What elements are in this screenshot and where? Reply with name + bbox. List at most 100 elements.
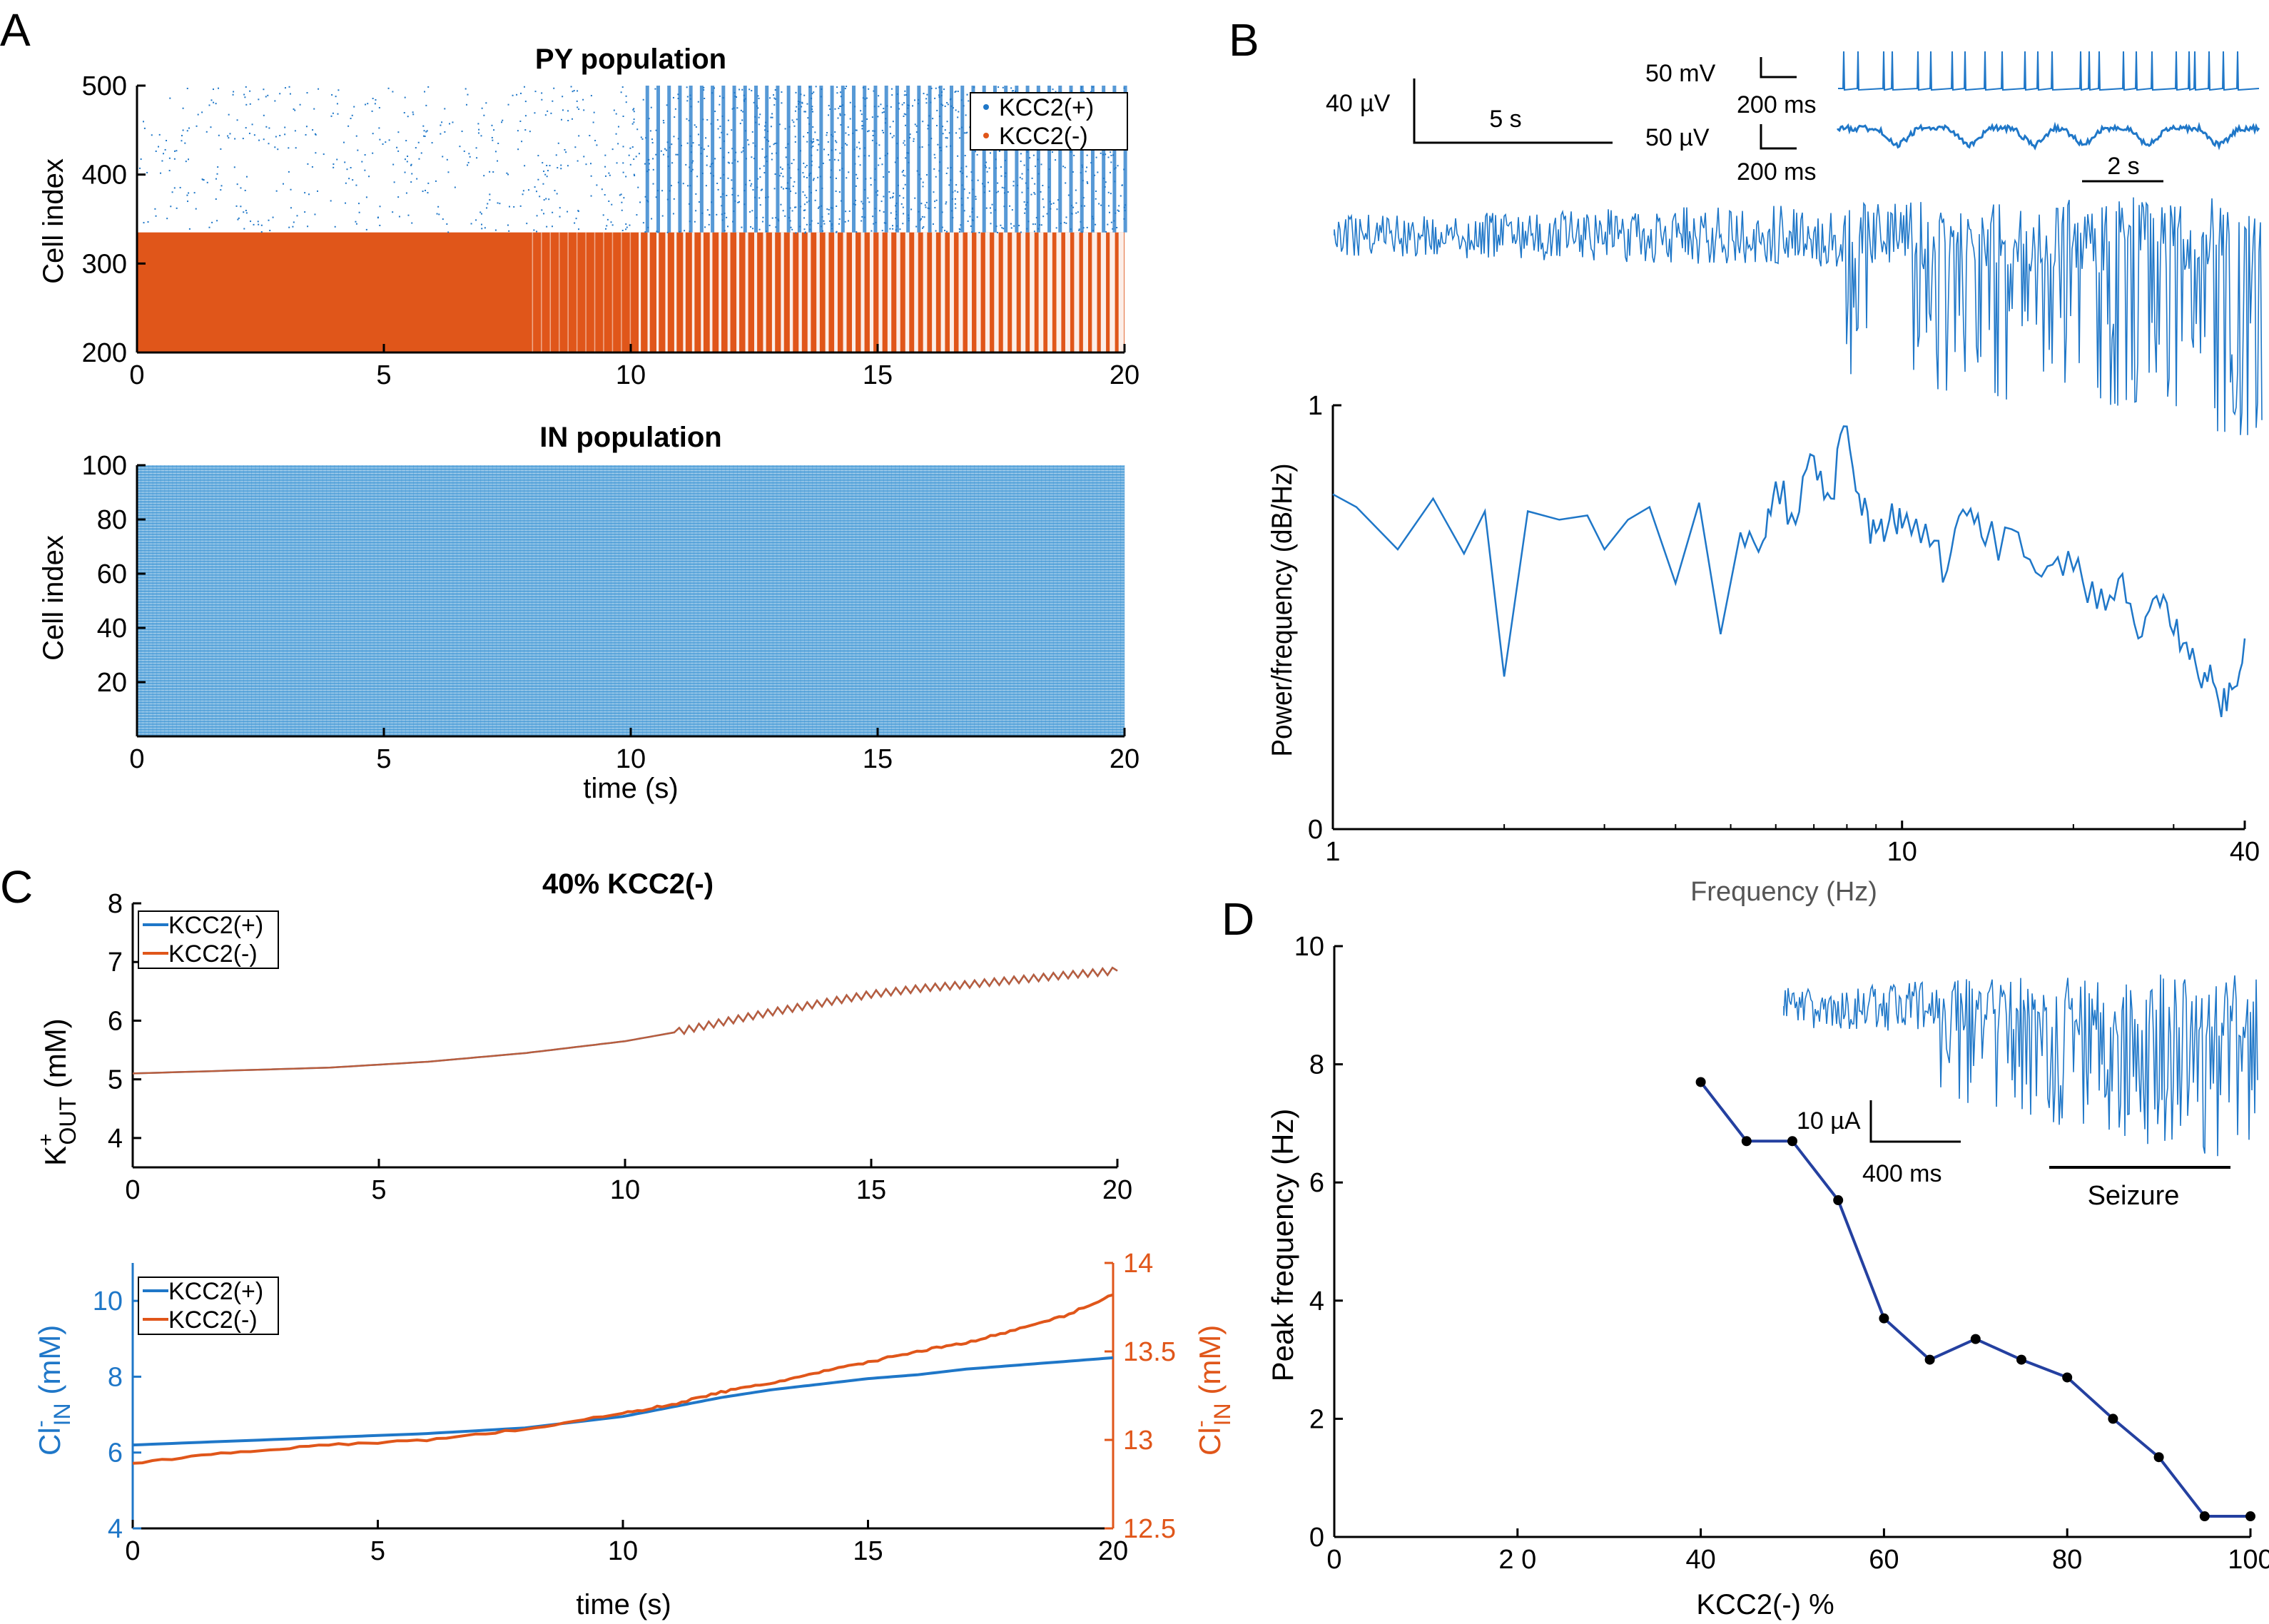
raster-dot-kcc2-plus	[764, 156, 766, 158]
raster-dot-kcc2-plus	[346, 168, 348, 171]
extracellular-trace	[1837, 121, 2260, 151]
raster-dot-kcc2-plus	[883, 211, 885, 213]
raster-gap	[656, 232, 659, 352]
raster-dot-kcc2-plus	[655, 129, 657, 131]
raster-dot-kcc2-plus	[492, 139, 494, 141]
raster-dot-kcc2-plus	[778, 123, 781, 126]
raster-dot-kcc2-plus	[1064, 166, 1066, 168]
raster-dot-kcc2-plus	[833, 158, 836, 161]
raster-dot-kcc2-plus	[873, 90, 875, 92]
raster-dot-kcc2-plus	[631, 123, 634, 125]
raster-dot-kcc2-plus	[392, 163, 395, 166]
cl-right-text: Cl-IN (mM)	[1189, 1325, 1235, 1456]
raster-dot-kcc2-plus	[826, 134, 828, 136]
raster-dot-kcc2-plus	[218, 134, 220, 136]
raster-dot-kcc2-plus	[497, 142, 499, 144]
b-scale-40-value: 40	[1326, 90, 1353, 117]
raster-dot-kcc2-plus	[872, 215, 874, 218]
raster-burst-kcc2-plus	[678, 86, 682, 233]
raster-dot-kcc2-plus	[815, 189, 817, 191]
raster-gap	[603, 232, 604, 352]
raster-dot-kcc2-plus	[816, 139, 818, 141]
raster-dot-kcc2-plus	[465, 103, 467, 106]
raster-dot-kcc2-plus	[507, 103, 509, 106]
raster-dot-kcc2-plus	[782, 176, 784, 178]
raster-dot-kcc2-plus	[970, 225, 972, 227]
raster-dot-kcc2-plus	[493, 129, 495, 131]
raster-dot-kcc2-plus	[654, 88, 656, 90]
raster-dot-kcc2-plus	[244, 96, 246, 98]
raster-dot-kcc2-plus	[795, 192, 797, 194]
raster-dot-kcc2-plus	[945, 137, 947, 139]
raster-dot-kcc2-plus	[828, 213, 830, 215]
cl-in-line-kcc2-plus	[132, 1356, 1114, 1447]
x-tick-label: 10	[616, 744, 646, 774]
raster-dot-kcc2-plus	[1073, 154, 1075, 156]
raster-dot-kcc2-plus	[794, 141, 796, 143]
raster-dot-kcc2-plus	[977, 179, 979, 181]
raster-dot-kcc2-plus	[878, 106, 880, 108]
raster-dot-kcc2-plus	[836, 86, 838, 88]
raster-dot-kcc2-plus	[323, 153, 325, 156]
raster-dot-kcc2-plus	[220, 185, 223, 187]
raster-dot-kcc2-plus	[398, 215, 400, 218]
raster-dot-kcc2-plus	[682, 183, 684, 185]
raster-dot-kcc2-plus	[519, 205, 522, 207]
raster-dot-kcc2-plus	[249, 90, 251, 92]
raster-dot-kcc2-plus	[629, 163, 631, 166]
raster-dot-kcc2-plus	[898, 108, 900, 110]
raster-dot-kcc2-plus	[1042, 185, 1044, 187]
x-tick-label: 15	[856, 1175, 886, 1205]
raster-dot-kcc2-plus	[803, 94, 806, 96]
raster-dot-kcc2-plus	[1021, 178, 1023, 180]
raster-dot-kcc2-plus	[791, 228, 793, 230]
raster-dot-kcc2-plus	[763, 165, 765, 167]
raster-gap	[967, 232, 973, 352]
raster-gap	[1074, 232, 1080, 352]
raster-dot-kcc2-plus	[791, 119, 793, 121]
raster-dot-kcc2-plus	[914, 197, 916, 199]
raster-dot-kcc2-plus	[861, 215, 863, 218]
raster-burst-kcc2-plus	[917, 86, 921, 233]
raster-dot-kcc2-plus	[485, 102, 487, 104]
raster-dot-kcc2-plus	[793, 125, 796, 127]
raster-dot-kcc2-plus	[817, 222, 819, 224]
raster-dot-kcc2-plus	[892, 121, 894, 123]
raster-dot-kcc2-plus	[671, 143, 673, 146]
raster-dot-kcc2-plus	[807, 131, 809, 133]
raster-dot-kcc2-plus	[675, 153, 677, 156]
x-tick-label: 5	[376, 744, 391, 774]
c-bottom-axes: 0 5 10 15 20 4 6 8 10 12.5 13 13.5 14	[93, 1249, 1176, 1566]
raster-dot-kcc2-plus	[921, 146, 923, 148]
raster-dot-kcc2-plus	[424, 91, 426, 93]
raster-dot-kcc2-plus	[188, 228, 191, 230]
raster-dot-kcc2-plus	[590, 195, 592, 197]
raster-dot-kcc2-plus	[634, 175, 636, 177]
raster-dot-kcc2-plus	[577, 90, 579, 92]
raster-dot-kcc2-plus	[216, 220, 218, 222]
raster-dot-kcc2-plus	[364, 169, 366, 171]
raster-dot-kcc2-plus	[465, 88, 467, 90]
raster-dot-kcc2-plus	[611, 148, 614, 151]
raster-dot-kcc2-plus	[1117, 165, 1119, 167]
raster-dot-kcc2-plus	[234, 138, 236, 140]
raster-dot-kcc2-plus	[253, 134, 255, 136]
raster-dot-kcc2-plus	[299, 103, 301, 106]
raster-dot-kcc2-plus	[932, 118, 934, 120]
raster-dot-kcc2-plus	[552, 211, 554, 213]
raster-dot-kcc2-plus	[516, 93, 518, 96]
raster-dot-kcc2-plus	[944, 230, 946, 232]
raster-dot-kcc2-plus	[567, 120, 569, 122]
raster-dot-kcc2-plus	[866, 97, 868, 99]
raster-dot-kcc2-plus	[795, 91, 797, 93]
raster-gap	[1012, 232, 1017, 352]
raster-dot-kcc2-plus	[976, 216, 978, 218]
raster-burst-kcc2-plus	[765, 86, 769, 233]
raster-dot-kcc2-plus	[828, 159, 831, 161]
raster-dot-kcc2-plus	[844, 88, 846, 90]
raster-dot-kcc2-plus	[1083, 205, 1085, 207]
raster-dot-kcc2-plus	[578, 228, 580, 230]
raster-dot-kcc2-plus	[296, 215, 298, 217]
raster-dot-kcc2-plus	[828, 208, 830, 210]
raster-burst-kcc2-plus	[732, 86, 736, 233]
